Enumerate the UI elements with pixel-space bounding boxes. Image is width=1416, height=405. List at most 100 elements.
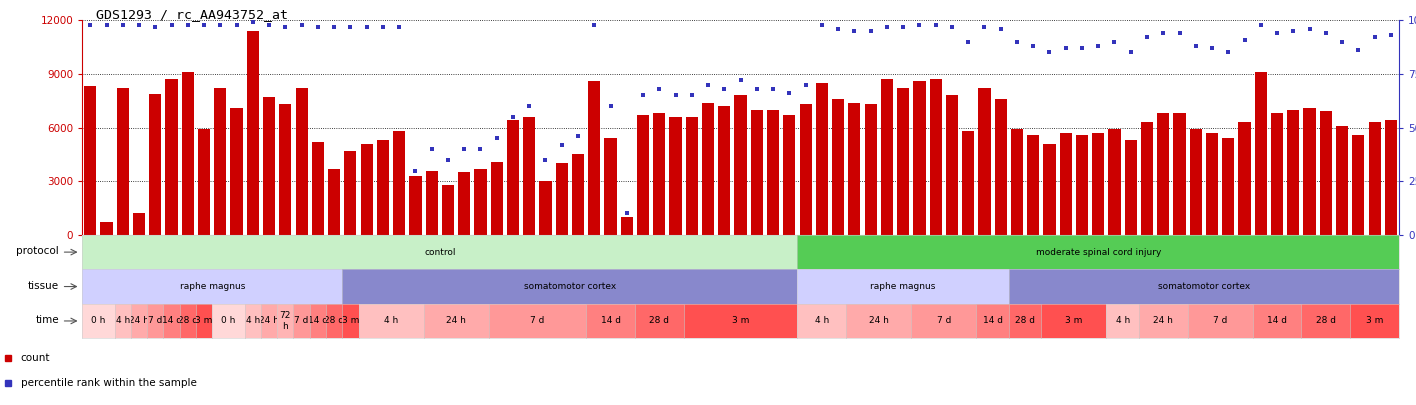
Point: [1070, 45, 1093, 51]
Point: [794, 81, 817, 88]
Bar: [1239, 122, 1250, 235]
Point: [193, 21, 215, 28]
Point: [599, 103, 622, 109]
Bar: [329, 169, 340, 235]
Point: [714, 86, 736, 92]
Bar: [394, 131, 405, 235]
Point: [469, 146, 491, 152]
Bar: [149, 94, 161, 235]
Text: 7 d: 7 d: [936, 316, 952, 326]
Bar: [994, 99, 1007, 235]
Bar: [1222, 139, 1235, 235]
Bar: [735, 96, 746, 235]
Point: [323, 23, 346, 30]
Bar: [670, 117, 681, 235]
Bar: [166, 79, 177, 235]
Bar: [1304, 108, 1315, 235]
Text: 3 m: 3 m: [341, 316, 360, 326]
Bar: [685, 117, 698, 235]
Bar: [1352, 135, 1365, 235]
Text: raphe magnus: raphe magnus: [871, 282, 936, 291]
Text: 14 d: 14 d: [983, 316, 1003, 326]
Text: 0 h: 0 h: [221, 316, 235, 326]
Bar: [1385, 120, 1398, 235]
Point: [957, 38, 980, 45]
Bar: [929, 79, 942, 235]
Bar: [1124, 140, 1137, 235]
Point: [551, 141, 573, 148]
Point: [1314, 30, 1337, 36]
Point: [79, 21, 102, 28]
Text: 24 h: 24 h: [259, 316, 279, 326]
Point: [1055, 45, 1078, 51]
Point: [827, 26, 850, 32]
Bar: [442, 185, 455, 235]
Point: [1120, 49, 1143, 55]
Point: [860, 28, 882, 34]
Text: 4 h: 4 h: [116, 316, 130, 326]
Text: 0 h: 0 h: [91, 316, 106, 326]
Point: [453, 146, 476, 152]
Text: 28 d: 28 d: [1315, 316, 1335, 326]
Point: [177, 21, 200, 28]
Point: [1038, 49, 1061, 55]
Point: [355, 23, 378, 30]
Bar: [702, 102, 714, 235]
Bar: [767, 110, 779, 235]
Text: 4 h: 4 h: [246, 316, 261, 326]
Point: [486, 135, 508, 142]
Text: 28 d: 28 d: [324, 316, 344, 326]
Text: 28 d: 28 d: [178, 316, 198, 326]
Bar: [718, 106, 731, 235]
Point: [1233, 36, 1256, 43]
Point: [518, 103, 541, 109]
Point: [1168, 30, 1191, 36]
Point: [421, 146, 443, 152]
Bar: [231, 108, 242, 235]
Bar: [1287, 110, 1300, 235]
Point: [1281, 28, 1304, 34]
Point: [649, 86, 671, 92]
Bar: [279, 104, 292, 235]
Text: somatomotor cortex: somatomotor cortex: [1158, 282, 1250, 291]
Point: [875, 23, 898, 30]
Bar: [181, 72, 194, 235]
Bar: [1189, 129, 1202, 235]
Bar: [459, 172, 470, 235]
Text: 24 h: 24 h: [869, 316, 889, 326]
Text: 3 m: 3 m: [732, 316, 749, 326]
Bar: [783, 115, 796, 235]
Bar: [1255, 72, 1267, 235]
Text: 3 m: 3 m: [1366, 316, 1383, 326]
Point: [908, 21, 930, 28]
Bar: [572, 154, 583, 235]
Bar: [1337, 126, 1348, 235]
Bar: [800, 104, 811, 235]
Point: [144, 23, 167, 30]
Bar: [344, 151, 357, 235]
Text: 24 h: 24 h: [1154, 316, 1174, 326]
Text: control: control: [423, 247, 456, 257]
Bar: [1109, 129, 1120, 235]
Bar: [588, 81, 600, 235]
Point: [1103, 38, 1126, 45]
Bar: [637, 115, 649, 235]
Bar: [263, 97, 275, 235]
Text: 3 m: 3 m: [195, 316, 212, 326]
Bar: [653, 113, 666, 235]
Text: count: count: [20, 354, 50, 363]
Point: [762, 86, 784, 92]
Bar: [1368, 122, 1381, 235]
Text: 7 d: 7 d: [149, 316, 163, 326]
Point: [1364, 34, 1386, 40]
Bar: [961, 131, 974, 235]
Point: [973, 23, 995, 30]
Text: 28 d: 28 d: [1015, 316, 1035, 326]
Text: 24 h: 24 h: [446, 316, 466, 326]
Point: [1022, 43, 1045, 49]
Point: [436, 157, 459, 163]
Text: 24 h: 24 h: [129, 316, 149, 326]
Text: 4 h: 4 h: [814, 316, 828, 326]
Bar: [361, 144, 372, 235]
Point: [632, 92, 654, 99]
